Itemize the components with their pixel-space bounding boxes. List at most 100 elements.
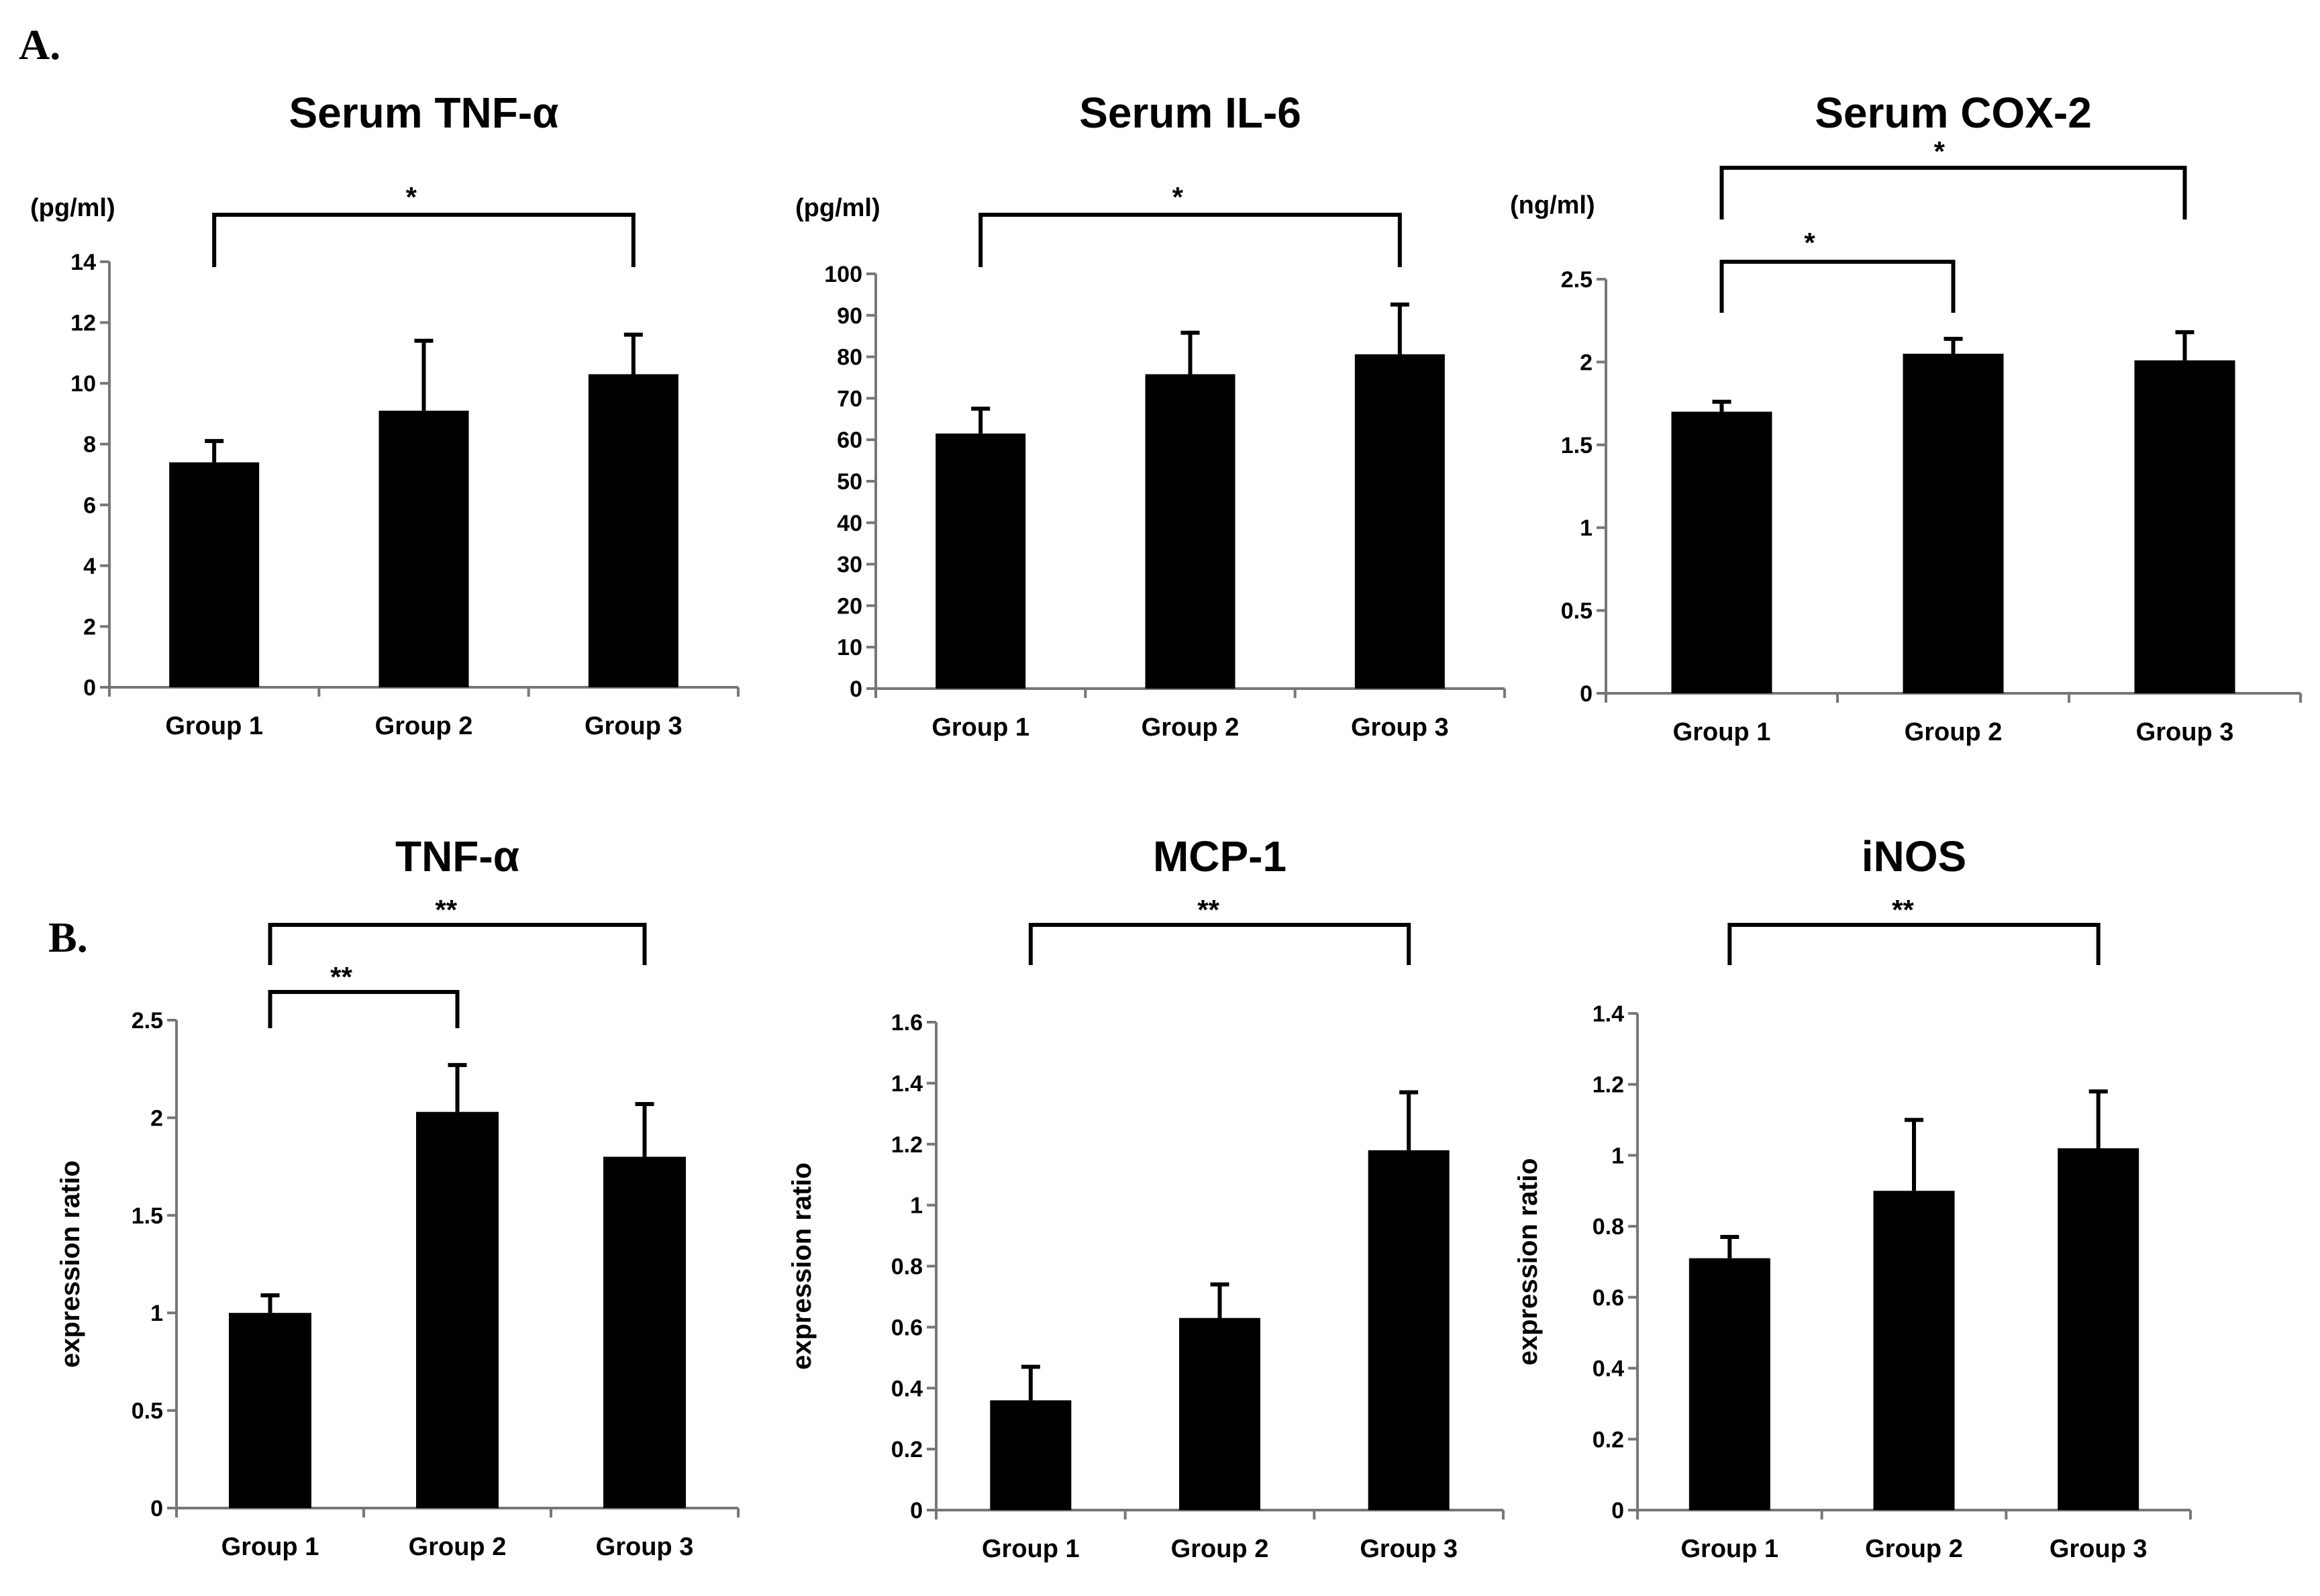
y-tick-label: 0.5 <box>132 1399 163 1424</box>
y-axis-label: expression ratio <box>1513 1158 1543 1365</box>
y-tick-label: 1.4 <box>891 1071 923 1097</box>
y-tick-label: 0.2 <box>1593 1427 1624 1452</box>
x-tick-label: Group 3 <box>2136 718 2234 746</box>
y-tick-label: 1 <box>910 1193 923 1219</box>
bar-1 <box>1688 1258 1770 1510</box>
bar-2 <box>1873 1191 1955 1510</box>
y-tick-label: 50 <box>837 469 862 495</box>
x-tick-label: Group 2 <box>375 712 473 740</box>
bar-2 <box>416 1111 499 1508</box>
y-tick-label: 30 <box>837 552 862 578</box>
y-tick-label: 0.8 <box>1593 1214 1624 1240</box>
significance-label: ** <box>435 894 457 926</box>
y-tick-label: 1.5 <box>1561 433 1593 458</box>
chart-title: MCP-1 <box>1153 832 1287 881</box>
significance-bracket <box>978 213 1402 267</box>
y-tick-label: 1 <box>1580 515 1593 541</box>
chart-5: MCP-1 expression ratio 0 0.2 0.4 0.6 0.8 1 1.2 1.… <box>787 832 1505 1563</box>
significance-label: ** <box>1197 894 1219 926</box>
y-tick-label: 0.4 <box>891 1376 923 1401</box>
x-tick-label: Group 2 <box>1171 1535 1269 1563</box>
y-tick-label: 6 <box>83 493 96 518</box>
significance-bracket <box>212 213 636 267</box>
significance-bracket <box>268 990 460 1028</box>
y-tick-label: 0 <box>150 1496 163 1522</box>
y-tick-label: 2 <box>150 1105 163 1131</box>
bar-2 <box>379 410 469 687</box>
y-axis-label: expression ratio <box>56 1160 85 1368</box>
x-tick-label: Group 3 <box>585 712 683 740</box>
x-tick-label: Group 3 <box>2050 1535 2148 1563</box>
significance-bracket <box>268 923 647 965</box>
significance-label: ** <box>1892 894 1914 926</box>
y-tick-label: 10 <box>837 635 862 660</box>
x-tick-label: Group 3 <box>1351 713 1449 742</box>
y-tick-label: 2.5 <box>1561 267 1593 293</box>
y-tick-label: 1.2 <box>891 1132 923 1158</box>
significance-label: ** <box>330 961 352 993</box>
y-tick-label: 4 <box>83 554 96 579</box>
y-tick-label: 0 <box>910 1498 923 1524</box>
x-tick-label: Group 3 <box>1360 1535 1458 1563</box>
y-axis-unit-label: (pg/ml) <box>795 194 880 222</box>
y-tick-label: 0 <box>1580 681 1593 707</box>
bar-3 <box>1354 354 1445 689</box>
y-tick-label: 1.4 <box>1593 1001 1624 1027</box>
significance-label: * <box>406 181 417 213</box>
panel-label-a: A. <box>19 21 60 68</box>
chart-6: iNOS expression ratio 0 0.2 0.4 0.6 0.8 1 1.2 1.4… <box>1513 832 2192 1563</box>
significance-bracket <box>1028 923 1411 965</box>
y-tick-label: 1 <box>150 1301 163 1326</box>
y-axis-unit-label: (pg/ml) <box>30 194 115 222</box>
chart-title: Serum TNF-α <box>289 89 558 137</box>
chart-3: Serum COX-2 (ng/ml) 0 0.5 1 1.5 2 2.5 Group 1 Gro… <box>1510 89 2302 746</box>
x-tick-label: Group 1 <box>221 1533 319 1561</box>
significance-bracket <box>1719 166 2187 219</box>
x-tick-label: Group 1 <box>1673 718 1771 746</box>
y-tick-label: 1.6 <box>891 1010 923 1036</box>
significance-label: * <box>1934 136 1946 167</box>
bar-1 <box>936 433 1026 689</box>
y-tick-label: 0 <box>83 675 96 701</box>
y-axis-unit-label: (ng/ml) <box>1510 191 1595 219</box>
y-tick-label: 0 <box>850 677 862 702</box>
bar-3 <box>2058 1148 2139 1510</box>
bar-2 <box>1145 374 1235 689</box>
significance-bracket <box>1727 923 2101 965</box>
y-tick-label: 0.6 <box>891 1315 923 1340</box>
x-tick-label: Group 1 <box>931 713 1029 742</box>
y-tick-label: 1 <box>1611 1143 1624 1168</box>
y-tick-label: 8 <box>83 432 96 458</box>
x-tick-label: Group 3 <box>596 1533 694 1561</box>
x-tick-label: Group 1 <box>165 712 263 740</box>
chart-title: iNOS <box>1862 832 1966 881</box>
y-tick-label: 0.5 <box>1561 599 1593 624</box>
chart-title: Serum IL-6 <box>1079 89 1301 137</box>
y-tick-label: 0.8 <box>891 1254 923 1280</box>
y-tick-label: 20 <box>837 593 862 619</box>
bar-3 <box>1368 1150 1450 1510</box>
y-tick-label: 1.2 <box>1593 1073 1624 1098</box>
chart-title: Serum COX-2 <box>1815 89 2092 137</box>
y-tick-label: 80 <box>837 345 862 370</box>
significance-bracket <box>1719 260 1956 313</box>
chart-1: Serum TNF-α (pg/ml) 0 2 4 6 8 10 12 14 Group 1 Grou… <box>30 89 740 740</box>
significance-label: * <box>1172 181 1184 213</box>
x-tick-label: Group 2 <box>1865 1535 1963 1563</box>
bar-2 <box>1903 354 2004 693</box>
bar-1 <box>229 1313 311 1508</box>
y-tick-label: 100 <box>824 262 862 287</box>
chart-2: Serum IL-6 (pg/ml) 0 10 20 30 40 50 60 70 80 90 100 G… <box>795 89 1506 742</box>
y-tick-label: 2.5 <box>132 1008 163 1034</box>
panel-label-b: B. <box>48 913 88 961</box>
bar-1 <box>990 1400 1072 1510</box>
significance-label: * <box>1804 227 1815 258</box>
y-tick-label: 40 <box>837 511 862 536</box>
y-tick-label: 70 <box>837 386 862 411</box>
x-tick-label: Group 2 <box>1905 718 2003 746</box>
x-tick-label: Group 2 <box>409 1533 507 1561</box>
y-tick-label: 0 <box>1611 1498 1624 1524</box>
y-tick-label: 2 <box>1580 350 1593 375</box>
y-tick-label: 10 <box>70 371 96 397</box>
